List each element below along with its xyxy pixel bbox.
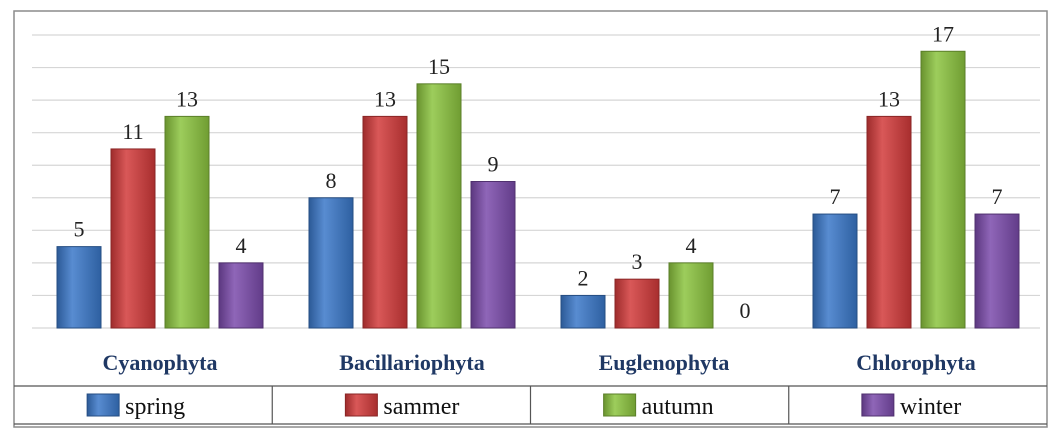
value-label: 4: [236, 233, 247, 258]
legend-label-autumn: autumn: [642, 394, 714, 420]
bar-autumn-chlorophyta: [920, 50, 966, 329]
value-label: 17: [932, 21, 954, 46]
bar-spring-euglenophyta: [560, 294, 606, 329]
legend-swatch-autumn: [603, 393, 637, 417]
category-label: Euglenophyta: [599, 350, 730, 375]
legend-swatch-spring: [86, 393, 120, 417]
bar-sammer-chlorophyta: [866, 115, 912, 329]
value-label: 13: [176, 86, 198, 111]
value-label: 13: [374, 86, 396, 111]
bar-autumn-bacillariophyta: [416, 83, 462, 329]
value-label: 8: [326, 168, 337, 193]
bar-sammer-bacillariophyta: [362, 115, 408, 329]
value-label: 7: [830, 184, 841, 209]
legend-swatch-sammer: [344, 393, 378, 417]
bar-spring-chlorophyta: [812, 213, 858, 329]
bar-autumn-euglenophyta: [668, 262, 714, 329]
bar-sammer-cyanophyta: [110, 148, 156, 329]
bar-winter-chlorophyta: [974, 213, 1020, 329]
bar-sammer-euglenophyta: [614, 278, 660, 329]
legend-label-spring: spring: [125, 394, 185, 420]
value-label: 7: [992, 184, 1003, 209]
legend: spring sammer autumn winter: [14, 385, 1047, 425]
value-label: 0: [740, 298, 751, 323]
value-label: 13: [878, 86, 900, 111]
legend-label-sammer: sammer: [383, 394, 459, 420]
value-label: 4: [686, 233, 697, 258]
bar-spring-bacillariophyta: [308, 197, 354, 329]
bar-winter-cyanophyta: [218, 262, 264, 329]
bar-autumn-cyanophyta: [164, 115, 210, 329]
value-label: 11: [122, 119, 143, 144]
bars: [56, 50, 1020, 329]
value-label: 2: [578, 265, 589, 290]
value-label: 9: [488, 152, 499, 177]
legend-swatch-winter: [861, 393, 895, 417]
bar-winter-bacillariophyta: [470, 181, 516, 329]
category-label: Bacillariophyta: [339, 350, 484, 375]
category-label: Chlorophyta: [856, 350, 975, 375]
category-label: Cyanophyta: [103, 350, 218, 375]
value-label: 5: [74, 217, 85, 242]
bar-spring-cyanophyta: [56, 246, 102, 329]
category-labels: Cyanophyta Bacillariophyta Euglenophyta Chl…: [103, 350, 976, 375]
value-labels: 5 11 13 4 8 13 15 9 2 3 4 0 7 13 17 7: [74, 21, 1003, 323]
value-label: 3: [632, 249, 643, 274]
value-label: 15: [428, 54, 450, 79]
legend-label-winter: winter: [900, 394, 961, 420]
